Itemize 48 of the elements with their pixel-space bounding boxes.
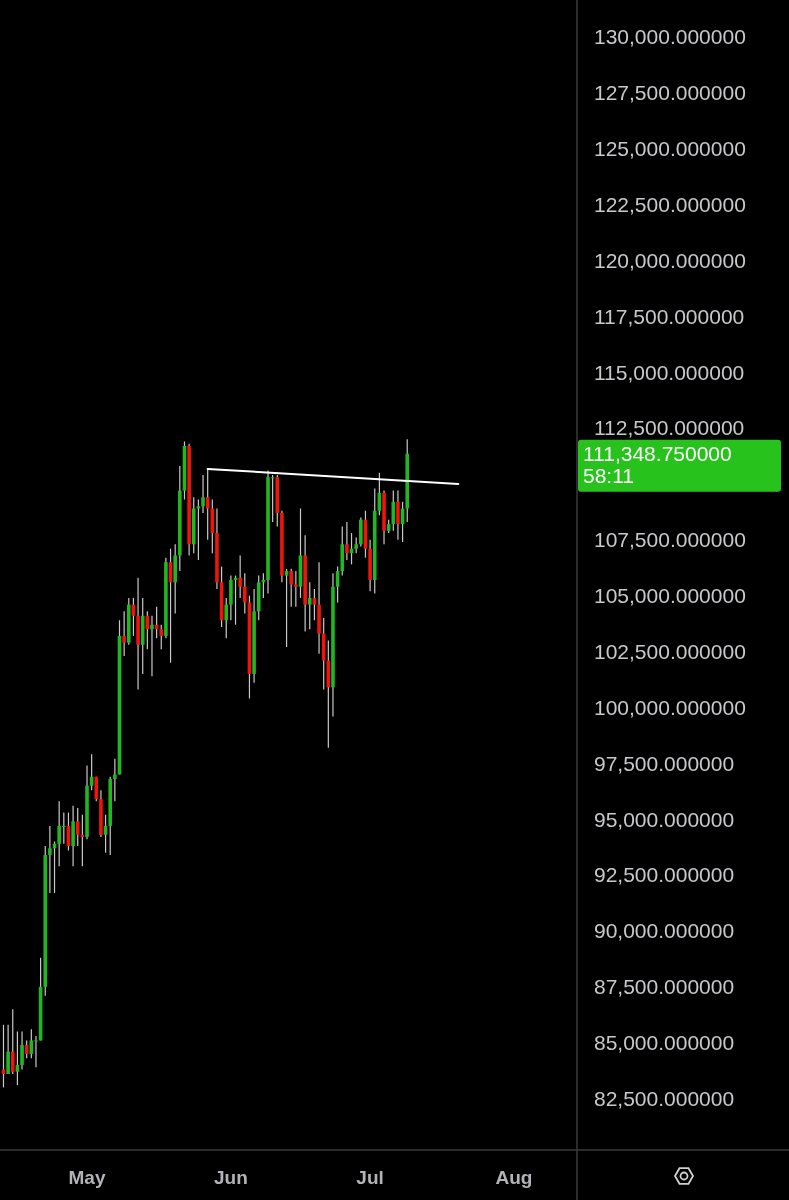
y-tick-label: 100,000.000000 bbox=[594, 695, 746, 719]
candlestick bbox=[307, 581, 312, 630]
y-tick-label: 127,500.000000 bbox=[594, 81, 746, 105]
y-tick-label: 102,500.000000 bbox=[594, 639, 746, 663]
x-tick-label: Jun bbox=[213, 1167, 248, 1188]
y-tick-label: 92,500.000000 bbox=[594, 863, 735, 887]
candlestick bbox=[150, 615, 154, 677]
candlestick bbox=[196, 498, 201, 561]
candlestick bbox=[75, 807, 80, 847]
candlestick bbox=[94, 776, 99, 802]
candlestick bbox=[224, 597, 229, 639]
y-tick-label: 105,000.000000 bbox=[594, 584, 746, 608]
y-tick-label: 87,500.000000 bbox=[594, 975, 735, 999]
y-tick-label: 125,000.000000 bbox=[594, 136, 746, 160]
candlestick bbox=[159, 624, 164, 650]
candlestick bbox=[243, 572, 247, 615]
y-tick-label: 122,500.000000 bbox=[594, 192, 746, 216]
candlestick bbox=[48, 825, 52, 894]
y-tick-label: 112,500.000000 bbox=[594, 416, 745, 440]
x-tick-label: May bbox=[68, 1167, 106, 1188]
candlestick bbox=[201, 474, 205, 514]
y-tick-label: 90,000.000000 bbox=[594, 919, 735, 943]
text: 111,348.750000 bbox=[583, 442, 732, 466]
y-tick-label: 85,000.000000 bbox=[594, 1031, 735, 1055]
candlestick bbox=[113, 758, 117, 802]
candlestick bbox=[205, 467, 210, 541]
x-tick-label: Aug bbox=[495, 1167, 533, 1188]
y-tick-label: 130,000.000000 bbox=[594, 25, 746, 49]
y-tick-label: 120,000.000000 bbox=[594, 248, 746, 272]
candlestick bbox=[6, 1024, 10, 1075]
y-tick-label: 117,500.000000 bbox=[594, 304, 745, 328]
y-tick-label: 115,000.000000 bbox=[594, 360, 745, 384]
y-tick-label: 95,000.000000 bbox=[594, 807, 735, 831]
candlestick bbox=[122, 610, 126, 657]
text: 58:11 bbox=[583, 464, 634, 488]
candlestick bbox=[396, 490, 400, 541]
candlestick bbox=[345, 521, 349, 561]
candlestick bbox=[289, 568, 294, 608]
y-tick-label: 97,500.000000 bbox=[594, 751, 735, 775]
y-tick-label: 82,500.000000 bbox=[594, 1086, 735, 1110]
candlestick bbox=[34, 1035, 38, 1068]
candlestick bbox=[284, 568, 289, 648]
candlestick bbox=[294, 570, 298, 608]
x-tick-label: Jul bbox=[356, 1167, 384, 1188]
candlestick bbox=[238, 554, 242, 599]
candlestick bbox=[10, 1008, 15, 1075]
y-tick-label: 107,500.000000 bbox=[594, 528, 746, 552]
candlestick bbox=[20, 1030, 24, 1071]
